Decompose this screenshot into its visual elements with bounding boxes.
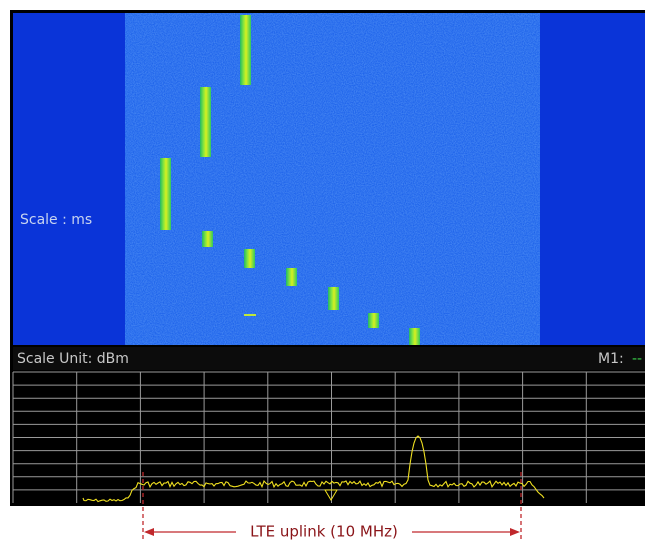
annotation <box>142 472 522 541</box>
burst <box>244 249 255 268</box>
spectrogram: Scale : ms <box>13 13 645 345</box>
annotation-label: LTE uplink (10 MHz) <box>250 523 398 541</box>
burst <box>200 87 211 157</box>
burst <box>368 313 379 328</box>
burst <box>409 328 420 345</box>
bursts <box>160 15 420 345</box>
arrowhead-right <box>510 528 520 536</box>
burst <box>244 314 256 316</box>
marker-label: M1: <box>598 351 624 367</box>
status-bar <box>13 347 645 370</box>
arrowhead-left <box>144 528 154 536</box>
marker-triangle <box>324 489 338 501</box>
marker-value: -- <box>632 351 642 367</box>
scale-label: Scale : ms <box>20 212 92 228</box>
spectrum-plot <box>12 371 645 503</box>
burst <box>202 231 213 247</box>
burst <box>160 158 171 230</box>
burst <box>286 268 297 286</box>
scale-unit: Scale Unit: dBm <box>17 351 129 367</box>
burst <box>328 287 339 310</box>
spectrum-trace <box>82 435 545 503</box>
burst <box>240 15 251 85</box>
